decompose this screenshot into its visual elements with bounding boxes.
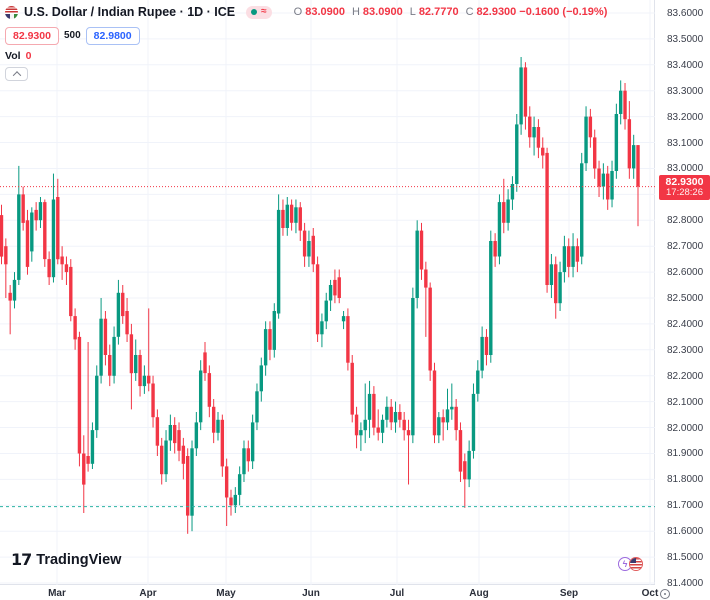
- high-value: 83.0900: [362, 6, 403, 18]
- chart-legend: U.S. Dollar / Indian Rupee · 1D · ICE ≈ …: [5, 3, 607, 81]
- high-key: H: [351, 6, 360, 18]
- current-price-value: 82.9300: [665, 175, 704, 188]
- price-tick: 83.0000: [667, 163, 704, 175]
- price-axis[interactable]: 83.6000 83.5000 83.4000 83.3000 83.2000 83.10…: [656, 0, 710, 589]
- delayed-data-icon: ≈: [261, 6, 267, 17]
- month-label: Apr: [139, 588, 157, 599]
- month-label: May: [216, 588, 236, 599]
- order-panel: 82.9300 500 82.9800: [5, 26, 607, 45]
- market-open-dot-icon: [251, 9, 258, 15]
- price-tick: 82.5000: [667, 293, 704, 304]
- price-tick: 81.8000: [667, 474, 704, 486]
- month-label: Mar: [48, 588, 66, 599]
- price-tick: 81.9000: [667, 448, 704, 460]
- month-label: Jul: [389, 588, 405, 599]
- axis-settings-icon[interactable]: [660, 589, 670, 599]
- event-markers: ϟ: [618, 557, 643, 571]
- price-tick: 83.6000: [667, 8, 704, 19]
- usdinr-flag-icon: [5, 5, 18, 19]
- symbol-title[interactable]: U.S. Dollar / Indian Rupee · 1D · ICE: [24, 5, 236, 19]
- chart-plot-area[interactable]: U.S. Dollar / Indian Rupee · 1D · ICE ≈ …: [0, 0, 655, 585]
- volume-value: 0: [25, 50, 32, 62]
- price-tick: 82.3000: [667, 344, 704, 356]
- price-tick: 82.0000: [667, 422, 704, 434]
- tradingview-logo-text: TradingView: [36, 551, 122, 568]
- candlestick-chart[interactable]: [0, 0, 655, 585]
- ohlc-readout: O 83.0900 H 83.0900 L 82.7770 C 82.9300 −0.1…: [290, 6, 608, 18]
- open-key: O: [293, 6, 303, 18]
- collapse-legend-button[interactable]: [5, 67, 28, 81]
- symbol-row: U.S. Dollar / Indian Rupee · 1D · ICE ≈ …: [5, 3, 607, 21]
- price-tick: 81.5000: [667, 552, 704, 564]
- price-tick: 83.2000: [667, 111, 704, 123]
- us-flag-event-icon[interactable]: [629, 557, 643, 571]
- price-tick: 82.6000: [667, 267, 704, 279]
- price-tick: 81.6000: [667, 526, 704, 538]
- price-tick: 83.1000: [667, 137, 704, 149]
- month-label: Aug: [469, 588, 489, 599]
- price-tick: 83.3000: [667, 85, 704, 97]
- month-label: Oct: [641, 588, 659, 599]
- price-tick: 83.4000: [667, 59, 704, 71]
- buy-price-button[interactable]: 82.9800: [85, 26, 140, 45]
- low-value: 82.7770: [418, 6, 459, 18]
- price-tick: 82.2000: [667, 370, 704, 382]
- current-price-label: 82.9300 17:28:26: [659, 174, 710, 200]
- price-tick: 83.5000: [667, 33, 704, 45]
- tradingview-logo[interactable]: 17 TradingView: [11, 550, 121, 569]
- countdown-timer: 17:28:26: [666, 187, 703, 199]
- price-tick: 81.7000: [667, 500, 704, 512]
- price-tick: 82.4000: [667, 318, 704, 330]
- close-key: C: [465, 6, 474, 18]
- change-value: −0.1600 (−0.19%): [519, 6, 608, 18]
- tradingview-logo-mark-icon: 17: [11, 550, 32, 569]
- price-tick: 82.1000: [667, 396, 704, 408]
- price-tick: 81.4000: [667, 578, 704, 589]
- month-label: Sep: [559, 588, 579, 599]
- month-label: Jun: [302, 588, 320, 599]
- low-key: L: [409, 6, 416, 18]
- spread-value: 500: [63, 30, 81, 41]
- market-status-badge[interactable]: ≈: [246, 5, 272, 19]
- price-tick: 82.7000: [667, 241, 704, 253]
- sell-price-button[interactable]: 82.9300: [5, 26, 59, 45]
- volume-label: Vol: [5, 50, 21, 62]
- price-tick: 82.8000: [667, 215, 704, 227]
- chevron-up-icon: [12, 71, 21, 80]
- time-axis[interactable]: Mar Apr May Jun Jul Aug Sep Oct: [0, 586, 710, 600]
- close-value: 82.9300: [476, 6, 517, 18]
- open-value: 83.0900: [305, 6, 345, 18]
- volume-row[interactable]: Vol 0: [5, 50, 607, 62]
